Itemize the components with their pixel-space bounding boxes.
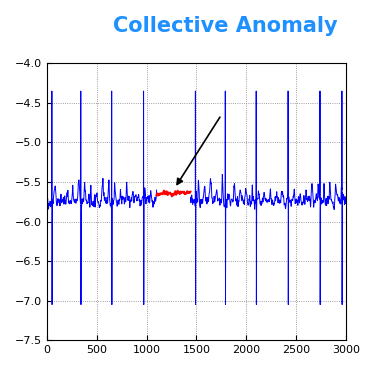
Text: Collective Anomaly: Collective Anomaly [112, 16, 338, 36]
